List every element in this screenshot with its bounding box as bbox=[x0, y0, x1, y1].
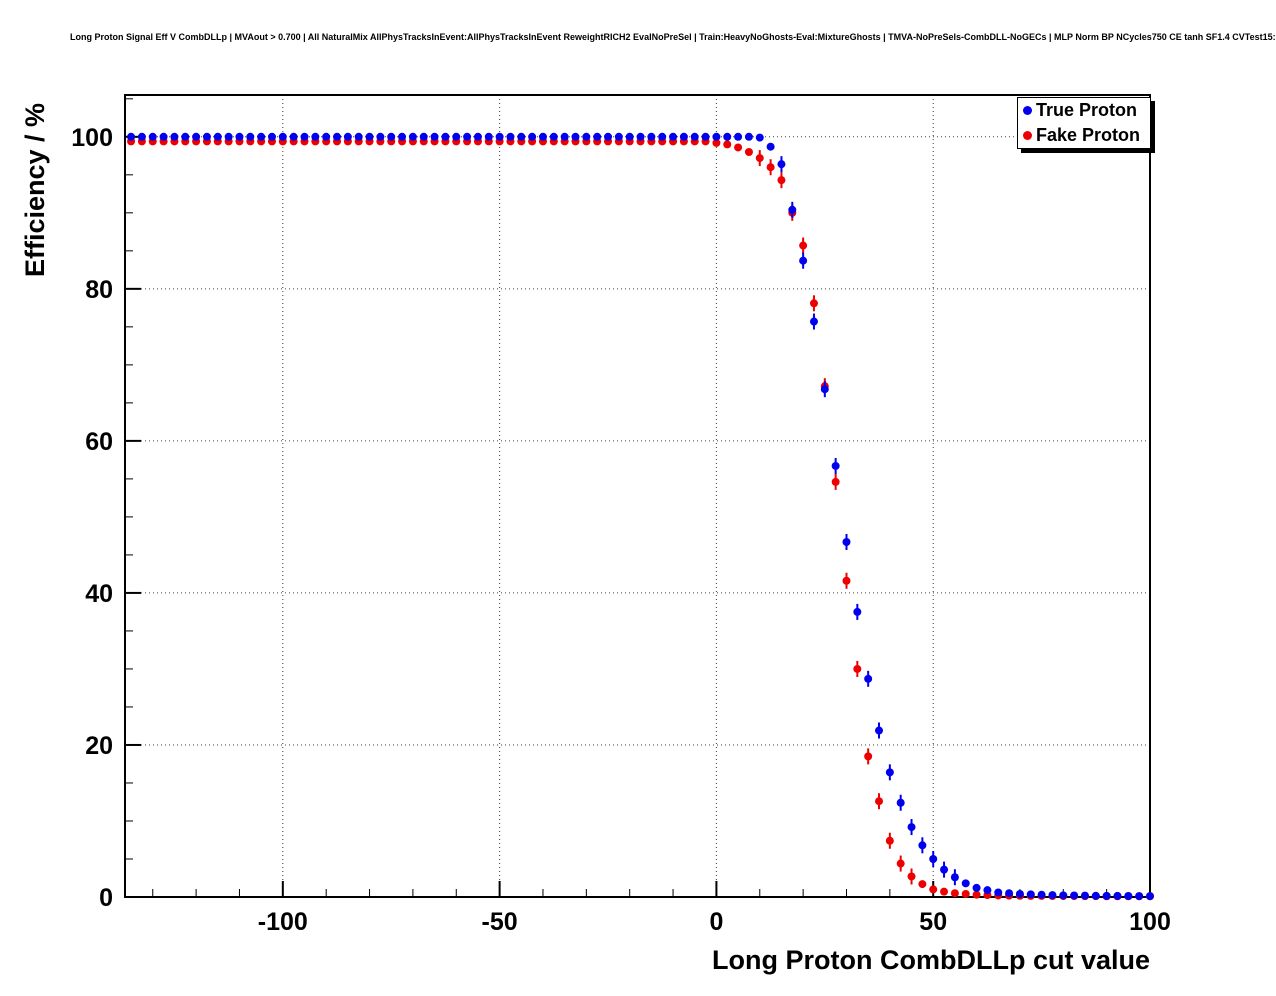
svg-text:-100: -100 bbox=[258, 908, 308, 936]
svg-text:40: 40 bbox=[85, 580, 113, 608]
series-fake-proton bbox=[127, 137, 1154, 901]
legend: True Proton Fake Proton bbox=[1017, 97, 1151, 149]
svg-text:100: 100 bbox=[71, 124, 113, 152]
legend-entry-true-proton: True Proton bbox=[1023, 98, 1150, 123]
legend-box: True Proton Fake Proton bbox=[1017, 97, 1151, 149]
svg-text:100: 100 bbox=[1129, 908, 1171, 936]
true-proton-marker-icon bbox=[1023, 106, 1032, 115]
gridlines bbox=[125, 95, 1151, 897]
y-axis: 0 20 40 60 80 100 Efficiency / % bbox=[20, 98, 141, 912]
svg-text:0: 0 bbox=[99, 884, 113, 912]
legend-label-fake-proton: Fake Proton bbox=[1036, 125, 1141, 145]
legend-entry-fake-proton: Fake Proton bbox=[1023, 123, 1150, 148]
plot-frame bbox=[124, 94, 1151, 898]
x-axis-title: Long Proton CombDLLp cut value bbox=[712, 945, 1150, 975]
svg-text:-50: -50 bbox=[482, 908, 518, 936]
x-axis: -100 -50 0 50 100 Long Proton CombDLLp cut va… bbox=[152, 881, 1171, 975]
series-true-proton bbox=[127, 132, 1154, 901]
y-axis-title: Efficiency / % bbox=[20, 103, 50, 277]
legend-label-true-proton: True Proton bbox=[1036, 100, 1138, 120]
svg-text:50: 50 bbox=[919, 908, 947, 936]
svg-text:80: 80 bbox=[85, 276, 113, 304]
svg-text:60: 60 bbox=[85, 428, 113, 456]
svg-text:20: 20 bbox=[85, 732, 113, 760]
fake-proton-marker-icon bbox=[1023, 131, 1032, 140]
plot-title: Long Proton Signal Eff V CombDLLp | MVAo… bbox=[70, 32, 1276, 42]
svg-text:0: 0 bbox=[709, 908, 723, 936]
